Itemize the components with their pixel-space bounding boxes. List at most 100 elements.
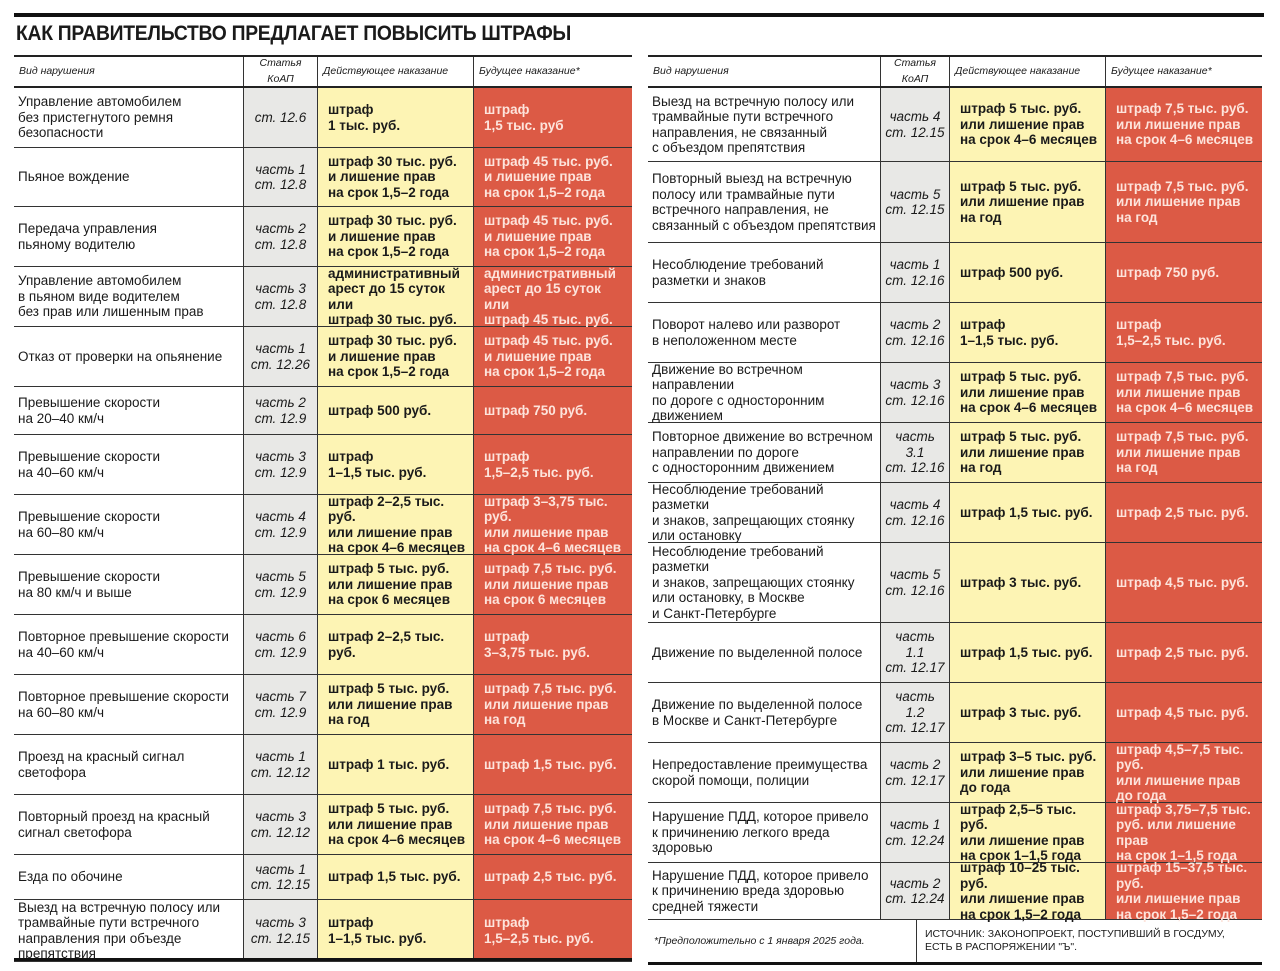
article-cell: часть 3 ст. 12.16 [880,363,950,422]
current-cell: административный арест до 15 суток или ш… [318,266,474,327]
current-cell: штраф 500 руб. [950,243,1106,302]
article-cell: часть 7 ст. 12.9 [243,675,318,734]
table-row: Отказ от проверки на опьянение часть 1 ст… [14,327,632,387]
violation-cell: Несоблюдение требований разметки и знако… [652,543,855,621]
article-cell: часть 3 ст. 12.9 [243,435,318,494]
current-cell: штраф 2–2,5 тыс. руб. [318,615,474,674]
violation-cell: Несоблюдение требований разметки и знако… [652,481,855,544]
table-row: Нарушение ПДД, которое привело к причине… [648,802,1262,863]
violation-cell: Движение по выделенной полосе в Москве и… [652,697,863,728]
violation-cell: Управление автомобилем без пристегнутого… [18,94,182,141]
current-cell: штраф 5 тыс. руб. или лишение прав на ср… [950,88,1106,161]
page-title: КАК ПРАВИТЕЛЬСТВО ПРЕДЛАГАЕТ ПОВЫСИТЬ ШТ… [16,22,572,45]
violation-cell: Езда по обочине [18,869,123,885]
table-row: Езда по обочине часть 1 ст. 12.15 штраф 1,… [14,855,632,900]
future-cell: штраф 1,5–2,5 тыс. руб. [474,435,632,494]
article-cell: часть 4 ст. 12.15 [880,88,950,161]
future-cell: штраф 2,5 тыс. руб. [1106,483,1262,542]
article-cell: часть 4 ст. 12.16 [880,483,950,542]
future-cell: штраф 750 руб. [474,387,632,434]
table-row: Движение во встречном направлении по дор… [648,361,1262,424]
table-row: Повторное превышение скорости на 60–80 к… [14,675,632,735]
table-row: Передача управления пьяному водителю част… [14,207,632,267]
article-cell: часть 5 ст. 12.16 [880,543,950,622]
article-cell: часть 1 ст. 12.24 [880,803,950,862]
violation-cell: Непредоставление преимущества скорой пом… [652,757,868,788]
table-row: Повторное превышение скорости на 40–60 к… [14,615,632,675]
article-cell: часть 1 ст. 12.16 [880,243,950,302]
current-cell: штраф 5 тыс. руб. или лишение прав на ср… [318,795,474,854]
article-header: Статья КоАП [880,57,950,86]
article-cell: часть 1 ст. 12.15 [243,855,318,899]
violation-cell: Отказ от проверки на опьянение [18,348,223,364]
table-row: Повторное движение во встречном направле… [648,423,1262,483]
current-cell: штраф 1,5 тыс. руб. [318,855,474,899]
table-row: Управление автомобилем без пристегнутого… [14,88,632,148]
table-row: Движение по выделенной полосе в Москве и… [648,683,1262,743]
table-row: Превышение скорости на 20–40 км/ч часть 2… [14,387,632,435]
violation-cell: Несоблюдение требований разметки и знако… [652,257,824,288]
article-cell: часть 2 ст. 12.9 [243,387,318,434]
violation-cell: Управление автомобилем в пьяном виде вод… [18,273,204,320]
future-cell: штраф 7,5 тыс. руб. или лишение прав на … [474,675,632,734]
table-row: Несоблюдение требований разметки и знако… [648,543,1262,623]
article-cell: часть 1.2 ст. 12.17 [880,683,950,742]
violation-cell: Движение по выделенной полосе [652,644,863,660]
table-header: Вид нарушения Статья КоАП Действующее нака… [14,57,632,88]
table-row: Превышение скорости на 80 км/ч и выше час… [14,555,632,615]
violation-header: Вид нарушения [653,64,729,77]
future-cell: штраф 45 тыс. руб. и лишение прав на сро… [474,327,632,386]
future-cell: штраф 3–3,75 тыс. руб. или лишение прав … [474,494,632,555]
article-cell: часть 4 ст. 12.9 [243,495,318,554]
current-cell: штраф 1–1,5 тыс. руб. [318,435,474,494]
table-row: Несоблюдение требований разметки и знако… [648,481,1262,544]
current-cell: штраф 5 тыс. руб. или лишение прав на го… [950,162,1106,242]
current-cell: штраф 2–2,5 тыс. руб. или лишение прав н… [318,494,474,555]
current-cell: штраф 5 тыс. руб. или лишение прав на ср… [950,363,1106,422]
future-header: Будущее наказание* [1106,57,1262,86]
table-row: Выезд на встречную полосу или трамвайные… [648,88,1262,162]
table-row: Повторный выезд на встречную полосу или … [648,162,1262,243]
article-header: Статья КоАП [243,57,318,86]
future-cell: штраф 1,5 тыс. руб [474,88,632,147]
article-cell: часть 3 ст. 12.15 [243,900,318,961]
current-cell: штраф 5 тыс. руб. или лишение прав на го… [950,423,1106,482]
future-cell: штраф 4,5 тыс. руб. [1106,543,1262,622]
current-cell: штраф 10–25 тыс. руб. или лишение прав н… [950,860,1106,922]
violation-cell: Проезд на красный сигнал светофора [18,749,185,780]
article-cell: часть 2 ст. 12.17 [880,743,950,802]
left-table: Вид нарушения Статья КоАП Действующее нака… [14,55,632,962]
current-header: Действующее наказание [318,57,474,86]
article-cell: часть 1 ст. 12.8 [243,148,318,206]
future-cell: штраф 7,5 тыс. руб. или лишение прав на … [1106,162,1262,242]
footnote: *Предположительно с 1 января 2025 года. [648,920,917,962]
source-note: ИСТОЧНИК: ЗАКОНОПРОЕКТ, ПОСТУПИВШИЙ В ГО… [925,928,1225,953]
future-cell: штраф 1,5–2,5 тыс. руб. [1106,303,1262,362]
table-row: Движение по выделенной полосе часть 1.1 с… [648,623,1262,683]
future-cell: штраф 15–37,5 тыс. руб. или лишение прав… [1106,860,1262,922]
table-row: Проезд на красный сигнал светофора часть … [14,735,632,795]
table-header: Вид нарушения Статья КоАП Действующее нака… [648,57,1262,88]
current-cell: штраф 3–5 тыс. руб. или лишение прав до … [950,743,1106,802]
table-row: Повторный проезд на красный сигнал свето… [14,795,632,855]
article-cell: часть 5 ст. 12.9 [243,555,318,614]
table-row: Превышение скорости на 60–80 км/ч часть 4… [14,494,632,555]
current-cell: штраф 1–1,5 тыс. руб. [318,900,474,961]
table-row: Поворот налево или разворот в неположенн… [648,303,1262,363]
article-cell: часть 2 ст. 12.16 [880,303,950,362]
current-cell: штраф 30 тыс. руб. и лишение прав на сро… [318,207,474,266]
violation-cell: Повторное превышение скорости на 40–60 к… [18,629,229,660]
violation-cell: Выезд на встречную полосу или трамвайные… [18,899,221,962]
table-row: Несоблюдение требований разметки и знако… [648,243,1262,303]
future-cell: штраф 45 тыс. руб. и лишение прав на сро… [474,148,632,206]
violation-cell: Движение во встречном направлении по дор… [652,361,825,424]
article-cell: часть 3 ст. 12.12 [243,795,318,854]
current-cell: штраф 30 тыс. руб. и лишение прав на сро… [318,327,474,386]
future-cell: штраф 7,5 тыс. руб. или лишение прав на … [474,555,632,614]
future-cell: штраф 2,5 тыс. руб. [1106,623,1262,682]
violation-cell: Превышение скорости на 40–60 км/ч [18,449,160,480]
right-table: Вид нарушения Статья КоАП Действующее нака… [648,55,1262,965]
table-row: Управление автомобилем в пьяном виде вод… [14,266,632,327]
article-cell: часть 5 ст. 12.15 [880,162,950,242]
article-cell: часть 2 ст. 12.8 [243,207,318,266]
